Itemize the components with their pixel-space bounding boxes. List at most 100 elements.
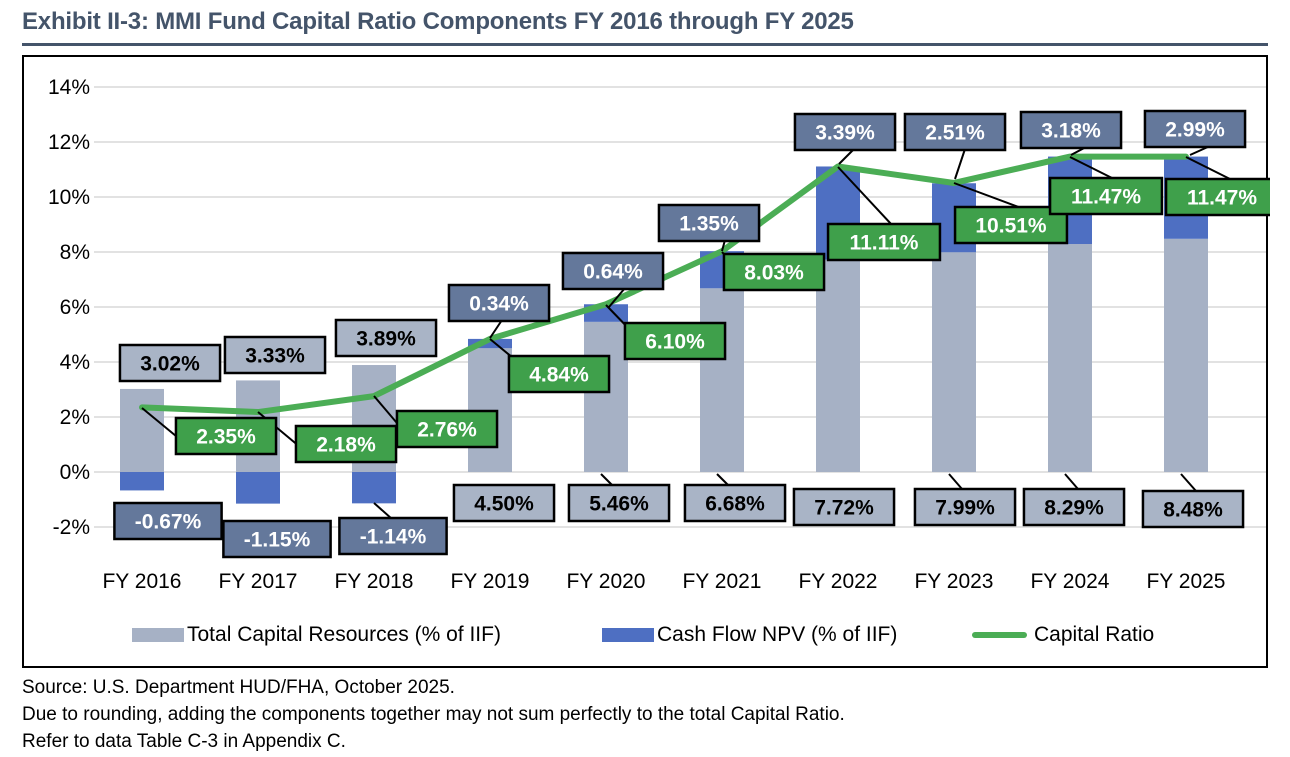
y-tick-label: -2%: [53, 516, 90, 539]
label-total-capital-box: [334, 318, 438, 358]
source-note: Source: U.S. Department HUD/FHA, October…: [22, 674, 1268, 755]
leader-line: [1185, 156, 1235, 182]
x-axis-labels: FY 2016 FY 2017 FY 2018 FY 2019 FY 2020 FY 20…: [102, 570, 1225, 593]
legend-swatch-green-line: [972, 632, 1027, 638]
bar-cash-flow-npv: [236, 472, 280, 504]
legend-label-total-capital-resources: Total Capital Resources (% of IIF): [187, 623, 501, 646]
y-axis-labels: 14% 12% 10% 8% 6% 4% 2% 0% -2%: [48, 76, 90, 539]
label-total-capital-text: 8.48%: [1163, 499, 1223, 522]
label-total-capital-group: 3.02% 3.33% 3.89% 4.50% 5.46% 6.68% 7.72% 7.99%…: [118, 318, 1245, 529]
leader-line: [953, 182, 1025, 210]
bar-total-capital-resources: [1048, 244, 1092, 472]
label-cash-flow-npv-text: 2.99%: [1165, 119, 1225, 142]
label-total-capital-text: 7.99%: [935, 497, 995, 520]
y-tick-label: 10%: [48, 186, 90, 209]
label-capital-ratio-box: [507, 354, 611, 394]
x-tick-label: FY 2021: [682, 570, 761, 593]
leader-line: [489, 319, 503, 339]
x-tick-label: FY 2024: [1030, 570, 1109, 593]
leader-line: [1180, 473, 1197, 492]
x-tick-label: FY 2016: [102, 570, 181, 593]
label-capital-ratio-text: 6.10%: [645, 331, 705, 354]
bar-total-capital-resources: [816, 259, 860, 472]
label-total-capital-text: 3.33%: [245, 345, 305, 368]
leader-line: [1064, 473, 1079, 490]
label-cash-flow-npv-text: -1.15%: [244, 529, 311, 552]
label-cash-flow-npv-text: 3.18%: [1041, 120, 1101, 143]
label-capital-ratio-text: 11.11%: [850, 232, 919, 255]
y-tick-label: 6%: [60, 296, 90, 319]
label-cash-flow-npv-text: 2.51%: [925, 122, 985, 145]
label-cash-flow-npv-box: [657, 203, 761, 243]
x-tick-label: FY 2023: [914, 570, 993, 593]
label-capital-ratio-text: 11.47%: [1187, 187, 1257, 210]
label-capital-ratio-box: [174, 416, 278, 456]
leader-line: [608, 287, 626, 308]
label-capital-ratio-box: [1048, 176, 1164, 216]
label-capital-ratio-box: [722, 252, 826, 292]
x-tick-label: FY 2019: [450, 570, 529, 593]
label-capital-ratio-text: 2.35%: [196, 426, 256, 449]
label-cash-flow-npv-text: 0.64%: [583, 261, 643, 284]
label-total-capital-box: [683, 483, 787, 523]
label-cash-flow-npv-box: [903, 112, 1007, 152]
y-tick-label: 0%: [60, 461, 90, 484]
label-capital-ratio-text: 10.51%: [975, 215, 1047, 238]
label-cash-flow-npv-text: -0.67%: [135, 511, 202, 534]
label-total-capital-text: 3.02%: [140, 353, 200, 376]
leader-line: [954, 148, 966, 180]
y-tick-label: 8%: [60, 241, 90, 264]
label-cash-flow-npv-box: [1143, 109, 1247, 149]
leader-line: [838, 148, 855, 165]
bar-cash-flow-npv: [352, 472, 396, 504]
label-total-capital-box: [118, 343, 222, 383]
label-total-capital-box: [223, 335, 327, 375]
label-total-capital-box: [567, 483, 671, 523]
bar-cash-flow-npv: [468, 338, 512, 349]
label-capital-ratio-box: [395, 409, 499, 449]
label-total-capital-text: 3.89%: [356, 328, 416, 351]
leader-line: [837, 166, 893, 226]
legend-item-total-capital-resources: Total Capital Resources (% of IIF): [132, 623, 501, 647]
y-tick-label: 2%: [60, 406, 90, 429]
label-capital-ratio-text: 4.84%: [529, 364, 589, 387]
y-tick-label: 4%: [60, 351, 90, 374]
label-total-capital-box: [792, 487, 896, 527]
capital-ratio-chart-canvas: 14% 12% 10% 8% 6% 4% 2% 0% -2% 3.02% 3.33% 3.89% 4.5…: [48, 76, 1270, 593]
label-total-capital-box: [913, 487, 1017, 527]
legend-swatch-gray-bar: [132, 628, 184, 642]
label-capital-ratio-box: [953, 205, 1069, 245]
bar-total-capital-resources: [584, 321, 628, 472]
label-cash-flow-npv-box: [222, 519, 332, 559]
label-total-capital-box: [1022, 487, 1126, 527]
label-capital-ratio-text: 2.18%: [316, 434, 376, 457]
label-total-capital-text: 4.50%: [474, 493, 534, 516]
label-cash-flow-npv-group: -0.67% -1.15% -1.14% 0.34% 0.64% 1.35% 3.39% 2.…: [113, 109, 1247, 559]
leader-line: [373, 502, 393, 520]
legend-swatch-blue-bar: [602, 628, 654, 642]
label-cash-flow-npv-text: 0.34%: [469, 293, 529, 316]
legend-label-capital-ratio: Capital Ratio: [1034, 623, 1155, 646]
label-total-capital-text: 5.46%: [589, 493, 649, 516]
label-total-capital-text: 8.29%: [1044, 497, 1104, 520]
bar-total-capital-resources: [1164, 238, 1208, 472]
label-total-capital-text: 6.68%: [705, 493, 765, 516]
label-cash-flow-npv-text: -1.14%: [360, 526, 427, 549]
label-capital-ratio-text: 8.03%: [744, 262, 804, 285]
label-cash-flow-npv-box: [447, 283, 551, 323]
label-cash-flow-npv-box: [113, 501, 223, 541]
label-capital-ratio-box: [623, 321, 727, 361]
bar-cash-flow-npv: [120, 472, 164, 491]
label-total-capital-box: [452, 483, 556, 523]
label-capital-ratio-text: 2.76%: [417, 419, 477, 442]
x-tick-label: FY 2022: [798, 570, 877, 593]
label-capital-ratio-box: [826, 222, 942, 262]
x-tick-label: FY 2017: [218, 570, 297, 593]
source-line-2: Due to rounding, adding the components t…: [22, 704, 845, 725]
x-tick-label: FY 2025: [1146, 570, 1225, 593]
bar-total-capital-resources: [932, 252, 976, 472]
label-cash-flow-npv-box: [338, 516, 448, 556]
label-cash-flow-npv-box: [1019, 110, 1123, 150]
x-tick-label: FY 2018: [334, 570, 413, 593]
